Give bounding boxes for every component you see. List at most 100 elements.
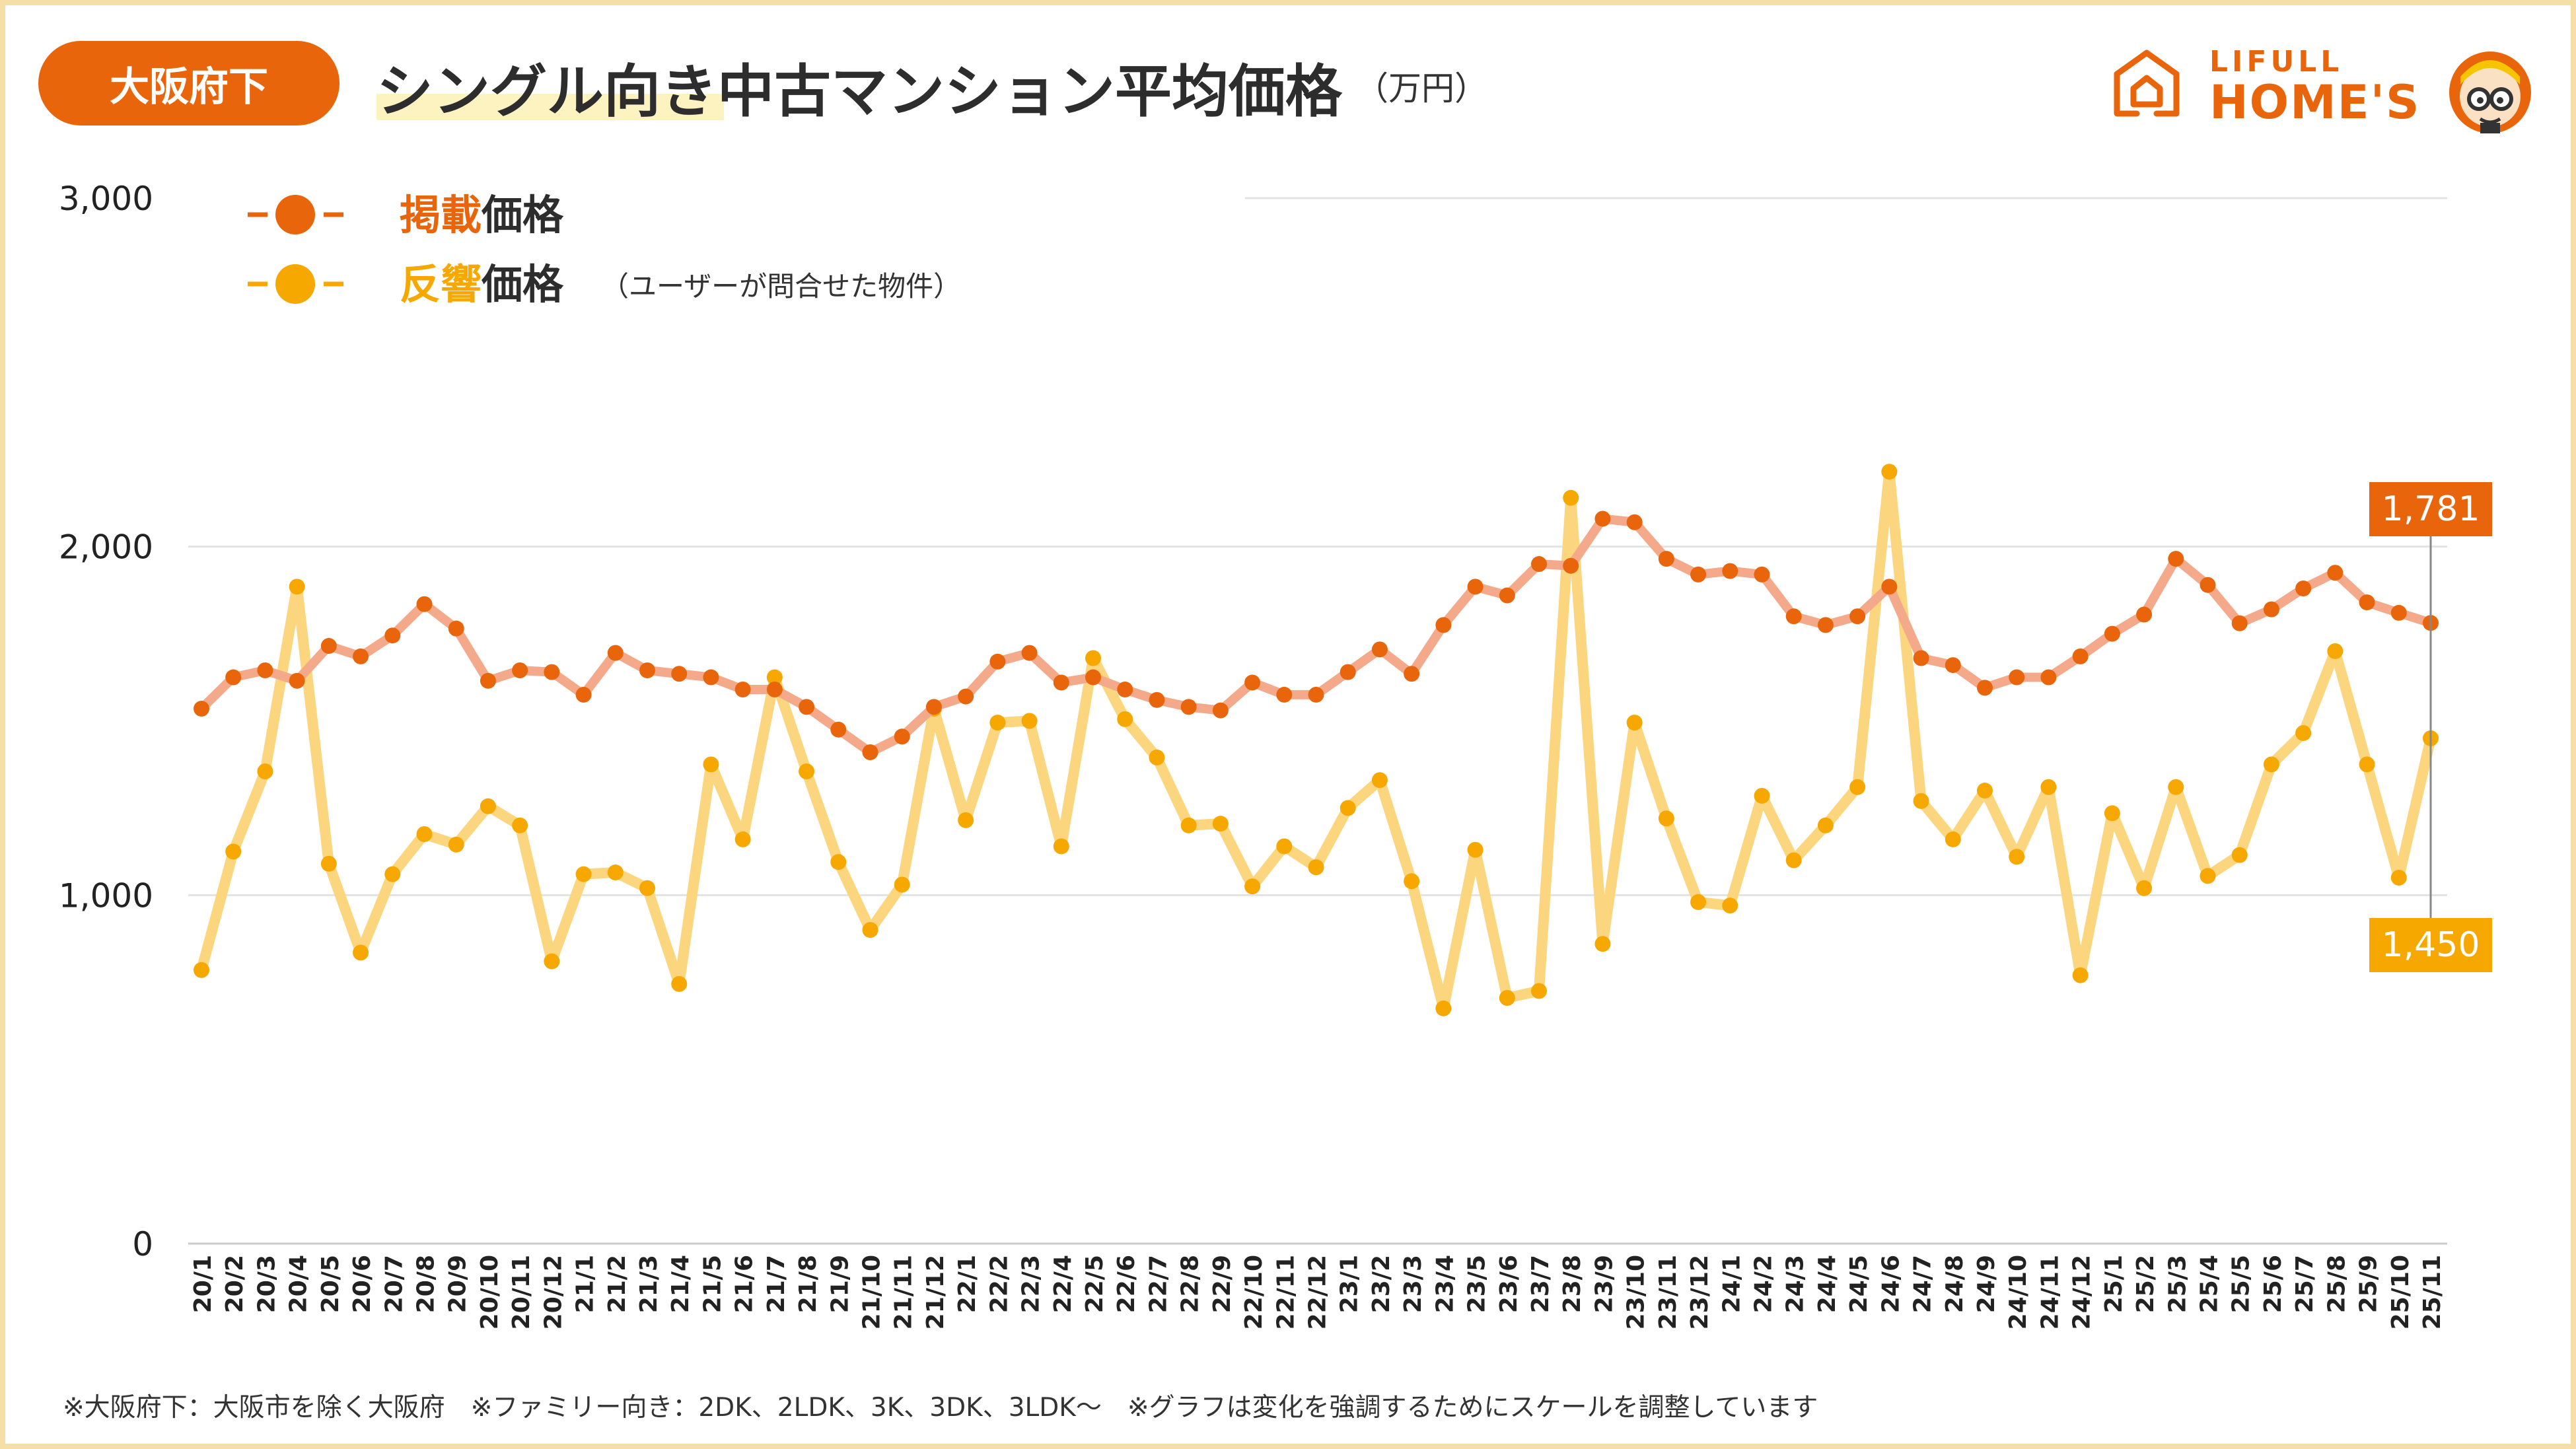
- data-point: [1977, 783, 1993, 799]
- data-point: [320, 855, 337, 872]
- data-point: [353, 944, 369, 961]
- x-tick-label: 20/3: [253, 1255, 280, 1313]
- end-label-listing-box: [2369, 482, 2492, 536]
- chart-title: シングル向き中古マンション平均価格: [376, 58, 1342, 125]
- x-tick-label: 20/12: [540, 1255, 567, 1329]
- data-point: [894, 876, 910, 893]
- x-tick-label: 23/9: [1591, 1255, 1618, 1313]
- footnote: ※大阪府下：大阪市を除く大阪府 ※ファミリー向き：2DK、2LDK、3K、3DK…: [63, 1393, 1818, 1423]
- logo-bottom-text: HOME'S: [2209, 75, 2421, 129]
- data-point: [1945, 831, 1961, 847]
- x-tick-label: 23/5: [1464, 1255, 1491, 1313]
- data-point: [1785, 852, 1802, 868]
- data-point: [1212, 816, 1229, 832]
- x-tick-label: 25/6: [2260, 1255, 2287, 1313]
- data-point: [2359, 756, 2375, 773]
- x-tick-label: 21/9: [826, 1255, 853, 1313]
- data-point: [1085, 650, 1101, 666]
- data-point: [1563, 557, 1579, 574]
- data-point: [1467, 579, 1484, 595]
- x-tick-label: 24/4: [1814, 1255, 1841, 1313]
- data-point: [830, 854, 847, 870]
- x-tick-label: 21/11: [890, 1255, 917, 1329]
- data-point: [2295, 580, 2312, 596]
- data-point: [1244, 878, 1261, 895]
- legend-marker: [275, 264, 315, 304]
- data-point: [480, 672, 496, 689]
- x-tick-label: 20/4: [285, 1255, 312, 1313]
- x-tick-label: 21/2: [604, 1255, 631, 1313]
- data-point: [958, 812, 974, 828]
- series-line: [196, 466, 2436, 1014]
- x-tick-label: 22/2: [985, 1255, 1013, 1313]
- data-point: [607, 645, 624, 661]
- x-tick-label: 22/1: [954, 1255, 981, 1313]
- data-point: [1149, 749, 1165, 765]
- data-point: [1594, 511, 1611, 527]
- data-point: [925, 699, 942, 715]
- data-point: [1881, 464, 1898, 480]
- x-tick-label: 23/12: [1686, 1255, 1713, 1329]
- data-point: [1371, 641, 1388, 658]
- y-tick-label: 2,000: [59, 528, 153, 567]
- title-highlight: [376, 94, 724, 120]
- x-tick-label: 22/8: [1177, 1255, 1204, 1313]
- data-point: [1754, 566, 1770, 583]
- mascot-icon: [2449, 52, 2531, 133]
- data-point: [2072, 648, 2089, 664]
- data-point: [1594, 936, 1611, 952]
- data-point: [2104, 805, 2120, 822]
- data-point: [2263, 601, 2279, 618]
- x-tick-label: 23/11: [1655, 1255, 1682, 1329]
- data-point: [1977, 680, 1993, 696]
- data-point: [703, 756, 719, 773]
- data-point: [1817, 817, 1834, 833]
- data-point: [2295, 725, 2312, 741]
- legend-label: 反響価格: [400, 260, 564, 308]
- data-point: [480, 798, 496, 814]
- data-point: [1404, 666, 1420, 682]
- data-point: [734, 831, 751, 847]
- data-point: [1404, 873, 1420, 890]
- data-point: [544, 664, 560, 680]
- x-tick-label: 24/11: [2036, 1255, 2063, 1329]
- data-point: [1467, 841, 1484, 858]
- data-point: [1785, 608, 1802, 625]
- data-point: [671, 666, 688, 682]
- x-tick-label: 23/10: [1623, 1255, 1650, 1329]
- data-point: [1276, 838, 1293, 855]
- x-tick-label: 25/3: [2164, 1255, 2191, 1313]
- x-tick-label: 24/2: [1750, 1255, 1777, 1313]
- data-point: [1371, 772, 1388, 789]
- legend-label: 掲載価格: [400, 191, 564, 239]
- x-tick-label: 24/12: [2069, 1255, 2096, 1329]
- x-tick-label: 24/1: [1718, 1255, 1745, 1313]
- data-point: [2231, 615, 2248, 631]
- data-point: [1244, 674, 1261, 691]
- title-block: シングル向き中古マンション平均価格 （万円）: [376, 46, 1487, 125]
- x-tick-label: 21/5: [699, 1255, 726, 1313]
- x-tick-label: 20/7: [380, 1255, 408, 1313]
- end-label-listing: 1,781: [2382, 489, 2480, 529]
- data-point: [1626, 514, 1643, 530]
- data-point: [416, 826, 433, 842]
- data-point: [1180, 699, 1197, 715]
- x-tick-label: 21/3: [635, 1255, 662, 1313]
- data-point: [2327, 565, 2343, 581]
- x-tick-label: 20/11: [508, 1255, 535, 1329]
- region-badge: 大阪府下: [38, 41, 340, 125]
- data-point: [1690, 566, 1707, 583]
- data-point: [2009, 669, 2025, 686]
- x-tick-label: 20/1: [190, 1255, 217, 1313]
- y-tick-label: 0: [132, 1225, 153, 1263]
- data-point: [1053, 838, 1069, 855]
- data-point: [1658, 810, 1674, 827]
- data-point: [1435, 1000, 1452, 1016]
- data-point: [384, 627, 401, 644]
- gridlines: [188, 197, 2447, 1245]
- x-tick-label: 20/9: [445, 1255, 472, 1313]
- x-tick-label: 23/3: [1400, 1255, 1427, 1313]
- x-tick-label: 20/8: [413, 1255, 440, 1313]
- data-point: [1149, 691, 1165, 708]
